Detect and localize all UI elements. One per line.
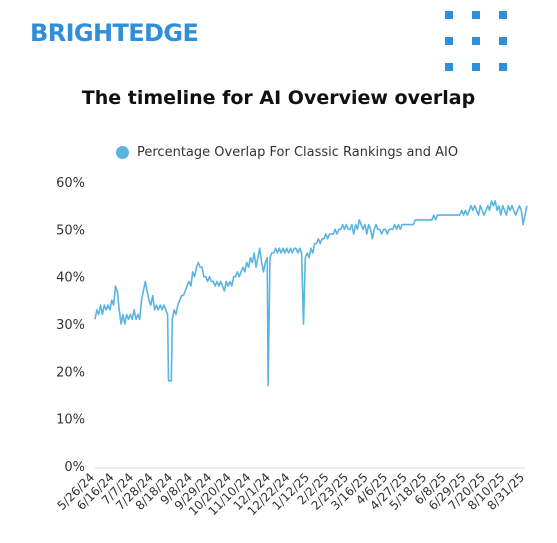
- y-tick-label: 10%: [56, 413, 85, 428]
- legend-swatch: [116, 146, 129, 159]
- brightedge-logo: BRIGHTEDGE: [30, 19, 199, 47]
- chart-title: The timeline for AI Overview overlap: [81, 87, 476, 109]
- x-axis: 5/26/246/16/247/7/247/28/248/18/249/8/24…: [55, 470, 528, 518]
- y-tick-label: 30%: [56, 318, 85, 333]
- legend-label: Percentage Overlap For Classic Rankings …: [137, 145, 459, 160]
- y-axis: 0% 10% 20% 30% 40% 50% 60%: [56, 176, 85, 475]
- dot-grid-icon: [445, 11, 507, 71]
- y-tick-label: 50%: [56, 223, 85, 238]
- y-tick-label: 60%: [56, 176, 85, 191]
- y-tick-label: 0%: [64, 460, 85, 475]
- series-line-overlap: [94, 200, 528, 387]
- chart-legend: Percentage Overlap For Classic Rankings …: [116, 145, 458, 160]
- y-tick-label: 20%: [56, 365, 85, 380]
- y-tick-label: 40%: [56, 271, 85, 286]
